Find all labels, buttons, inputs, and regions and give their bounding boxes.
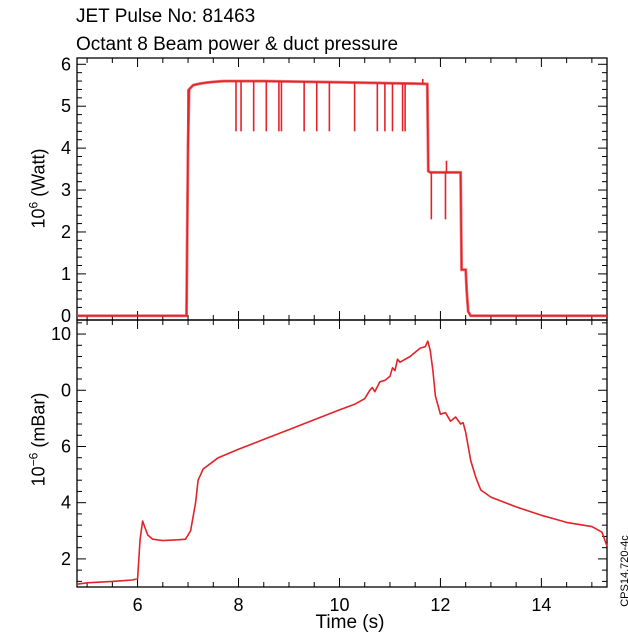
top-y-axis-label: 106 (Watt): [27, 129, 50, 249]
y-tick-label: 6: [61, 54, 71, 74]
chart-subtitle: Octant 8 Beam power & duct pressure: [76, 34, 399, 55]
x-tick-label: 10: [329, 595, 349, 615]
y-tick-label: 10: [51, 324, 71, 344]
x-tick-label: 12: [430, 595, 450, 615]
bottom-y-label-exponent: −6: [26, 452, 41, 467]
y-tick-label: 0: [61, 306, 71, 326]
y-tick-label: 3: [61, 180, 71, 200]
top-y-label-base: 10: [28, 208, 49, 229]
y-tick-label: 2: [61, 549, 71, 569]
chart-title: JET Pulse No: 81463: [76, 6, 256, 27]
bottom-y-axis-label: 10−6 (mBar): [27, 380, 50, 500]
y-tick-label: 0: [61, 380, 71, 400]
series-line: [76, 340, 608, 585]
top-y-label-unit: (Watt): [28, 148, 49, 197]
y-tick-label: 1: [61, 264, 71, 284]
y-tick-label: 2: [61, 222, 71, 242]
bottom-y-label-unit: (mBar): [28, 392, 49, 448]
y-tick-label: 6: [61, 436, 71, 456]
plot-frame: [76, 57, 608, 321]
figure-credit: CPS14.720-4c: [619, 535, 628, 607]
y-tick-label: 4: [61, 493, 71, 513]
plot-frame: [76, 319, 608, 588]
pressure-panel: 2 4 6 0 10 6 8 10 12 14: [51, 319, 608, 615]
x-tick-label: 6: [133, 595, 143, 615]
y-tick-label: 5: [61, 96, 71, 116]
x-axis-label: Time (s): [315, 612, 385, 633]
bottom-y-label-base: 10: [28, 466, 49, 487]
x-tick-label: 8: [234, 595, 244, 615]
power-panel: 0 1 2 3 4 5 6: [61, 54, 608, 326]
series-band: [77, 79, 607, 318]
top-y-label-exponent: 6: [26, 201, 41, 209]
y-tick-label: 4: [61, 138, 71, 158]
x-tick-label: 14: [531, 595, 551, 615]
series-line: [77, 80, 607, 317]
